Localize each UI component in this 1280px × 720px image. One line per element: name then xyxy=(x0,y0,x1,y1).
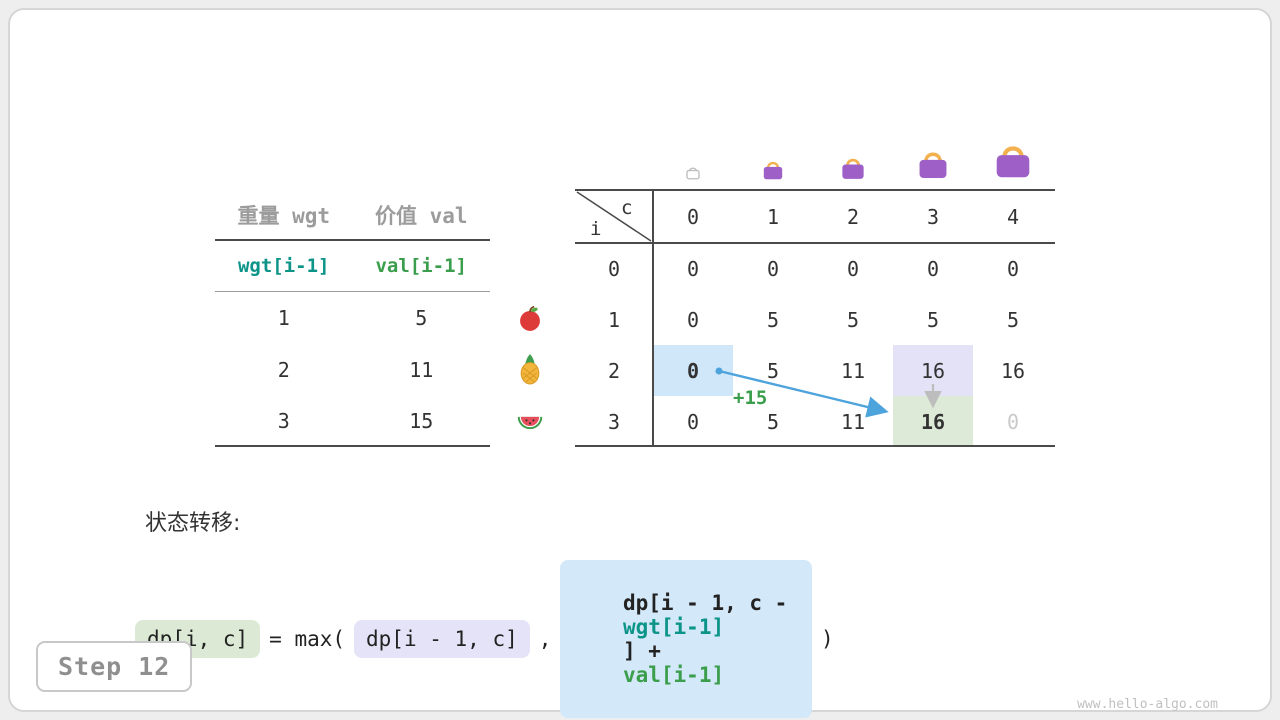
dp-cell-r0c3: 0 xyxy=(926,256,940,281)
option2-wgt: wgt[i-1] xyxy=(622,615,725,639)
dp-cell-r1c1: 5 xyxy=(766,307,780,332)
dp-corner-i-label: i xyxy=(590,218,602,240)
dp-rule-header xyxy=(575,242,1055,244)
weights-table-rule-bottom xyxy=(215,445,490,447)
weights-table-var-wgt: wgt[i-1] xyxy=(237,255,330,277)
dp-cell-r3c2: 11 xyxy=(840,409,866,434)
dp-cell-r2c0-source: 0 xyxy=(653,345,733,396)
dp-cell-r0c1: 0 xyxy=(766,256,780,281)
dp-corner-diagonal xyxy=(576,191,652,242)
dp-corner-c-label: c xyxy=(621,197,633,219)
dp-col-header: 2 xyxy=(846,204,860,229)
dp-cell-r3c1: 5 xyxy=(766,409,780,434)
dp-row-header: 2 xyxy=(607,358,621,383)
bag-icon-4 xyxy=(990,136,1036,182)
dp-rule-vertical xyxy=(652,190,654,447)
option2-prefix: dp[i - 1, c - xyxy=(622,591,800,615)
weights-table-header-wgt: 重量 wgt xyxy=(237,204,331,228)
weights-table-header-val: 价值 val xyxy=(374,204,468,228)
bag-icon-1 xyxy=(760,156,786,182)
dp-row-header: 3 xyxy=(607,409,621,434)
max-open-text: = max( xyxy=(269,627,346,651)
weights-table-cell: 5 xyxy=(415,305,428,330)
weights-table-cell: 11 xyxy=(409,357,434,382)
dp-cell-r3c0: 0 xyxy=(686,409,700,434)
dp-col-header: 1 xyxy=(766,204,780,229)
transition-formula: dp[i, c] = max( dp[i - 1, c] , dp[i - 1,… xyxy=(135,560,834,718)
bag-icon-3 xyxy=(914,144,952,182)
bag-icon-empty xyxy=(684,163,702,181)
dp-cell-r3c3-current: 16 xyxy=(893,396,973,447)
watermelon-icon xyxy=(515,407,545,435)
plus-value-label: +15 xyxy=(733,387,768,409)
comma-text: , xyxy=(538,627,552,651)
weights-table-cell: 3 xyxy=(277,409,290,434)
bag-icon-2 xyxy=(838,152,868,182)
transition-section-label: 状态转移: xyxy=(145,511,241,536)
watermark-url: www.hello-algo.com xyxy=(1077,697,1218,712)
dp-option1-box: dp[i - 1, c] xyxy=(354,620,530,658)
close-paren-text: ) xyxy=(820,627,834,651)
dp-col-header: 4 xyxy=(1006,204,1020,229)
weights-table: 重量 wgt 价值 val wgt[i-1] val[i-1] 1 5 2 11… xyxy=(215,190,490,447)
dp-row-header: 1 xyxy=(607,307,621,332)
dp-cell-r3c4-pending: 0 xyxy=(1006,409,1020,434)
weights-table-cell: 2 xyxy=(277,357,290,382)
dp-col-header: 0 xyxy=(686,204,700,229)
dp-col-header: 3 xyxy=(926,204,940,229)
dp-cell-r1c0: 0 xyxy=(686,307,700,332)
option2-val: val[i-1] xyxy=(622,663,725,687)
dp-cell-r0c4: 0 xyxy=(1006,256,1020,281)
dp-row-header: 0 xyxy=(607,256,621,281)
step-indicator: Step 12 xyxy=(36,641,193,692)
option2-mid: ] + xyxy=(622,639,674,663)
dp-rule-top xyxy=(575,189,1055,191)
apple-icon xyxy=(516,304,544,332)
weights-table-cell: 15 xyxy=(409,409,434,434)
pineapple-icon xyxy=(514,353,546,385)
weights-table-rule-mid xyxy=(215,291,490,292)
dp-table: 0 1 2 3 4 0 0 0 0 0 0 1 0 5 5 5 5 2 0 5 … xyxy=(575,190,1053,447)
dp-cell-r0c0: 0 xyxy=(686,256,700,281)
weights-table-cell: 1 xyxy=(277,305,290,330)
dp-cell-r1c2: 5 xyxy=(846,307,860,332)
weights-table-var-val: val[i-1] xyxy=(375,255,467,277)
dp-rule-bottom xyxy=(575,445,1055,447)
dp-cell-r1c3: 5 xyxy=(926,307,940,332)
dp-option2-box: dp[i - 1, c - wgt[i-1] ] + val[i-1] xyxy=(560,560,812,718)
dp-cell-r1c4: 5 xyxy=(1006,307,1020,332)
dp-cell-r2c3-option: 16 xyxy=(893,345,973,396)
weights-table-rule-top xyxy=(215,239,490,241)
dp-cell-r2c2: 11 xyxy=(840,358,866,383)
dp-cell-r0c2: 0 xyxy=(846,256,860,281)
dp-cell-r2c4: 16 xyxy=(1000,358,1026,383)
